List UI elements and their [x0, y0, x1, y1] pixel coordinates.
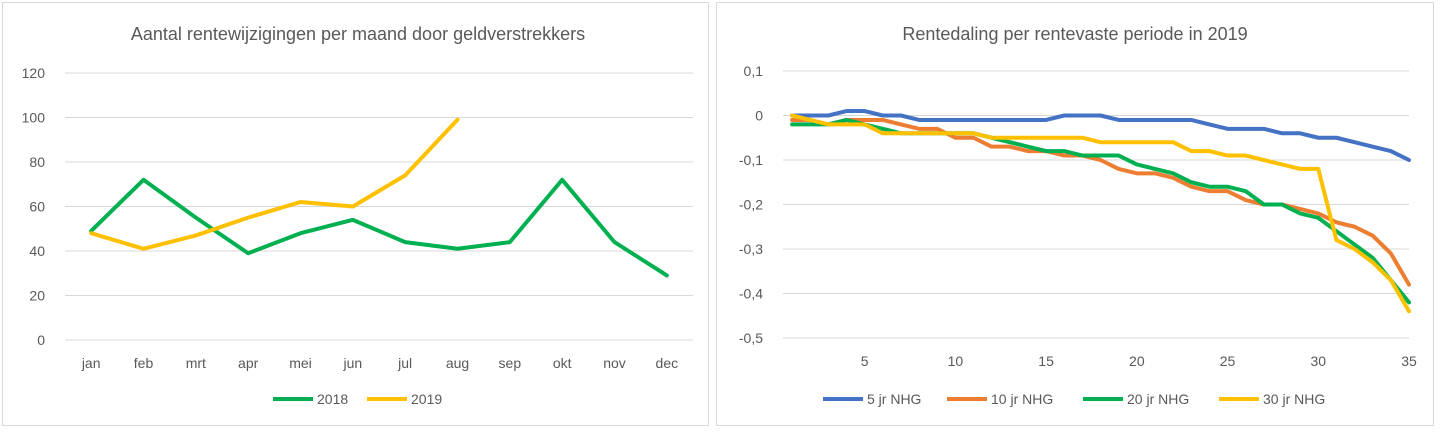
chart-panel-right: Rentedaling per rentevaste periode in 20… [716, 2, 1434, 426]
chart-panel-left: Aantal rentewijzigingen per maand door g… [2, 2, 709, 426]
grid [65, 72, 693, 341]
x-tick-label: 5 [861, 353, 869, 369]
series-line-30-jr-nhg [790, 113, 1411, 314]
x-tick-label: 10 [948, 353, 964, 369]
series-lines [790, 109, 1411, 314]
y-tick-label: 0 [755, 108, 763, 124]
chart-title: Aantal rentewijzigingen per maand door g… [131, 24, 585, 44]
x-tick-label: okt [553, 355, 572, 371]
y-tick-label: 20 [29, 288, 45, 304]
x-tick-label: aug [446, 355, 469, 371]
x-tick-label: 35 [1401, 353, 1417, 369]
x-tick-label: 15 [1038, 353, 1054, 369]
legend-label: 2019 [411, 391, 442, 407]
legend-label: 10 jr NHG [991, 391, 1053, 407]
y-tick-label: -0,4 [739, 286, 763, 302]
x-axis: 5 10 15 20 25 30 35 [861, 353, 1417, 369]
x-tick-label: 20 [1129, 353, 1145, 369]
series-line-2018 [89, 177, 669, 278]
y-tick-label: -0,2 [739, 197, 763, 213]
x-axis: jan feb mrt apr mei jun jul aug sep okt nov dec [81, 355, 678, 371]
series-line-2019 [89, 117, 460, 251]
y-tick-label: 40 [29, 243, 45, 259]
y-tick-label: 120 [22, 65, 46, 81]
x-tick-label: 30 [1310, 353, 1326, 369]
legend-label: 5 jr NHG [867, 391, 921, 407]
x-tick-label: 25 [1220, 353, 1236, 369]
legend-label: 20 jr NHG [1127, 391, 1189, 407]
legend: 2018 2019 [273, 391, 442, 407]
x-tick-label: jul [397, 355, 412, 371]
series-line-5-jr-nhg [790, 109, 1411, 162]
rentewijzigingen-chart: Aantal rentewijzigingen per maand door g… [22, 24, 693, 407]
legend-label: 2018 [317, 391, 348, 407]
x-tick-label: mrt [186, 355, 206, 371]
rentedaling-chart: Rentedaling per rentevaste periode in 20… [739, 24, 1417, 407]
y-tick-label: 100 [22, 110, 46, 126]
x-tick-label: feb [134, 355, 154, 371]
y-tick-label: 80 [29, 154, 45, 170]
chart-title: Rentedaling per rentevaste periode in 20… [902, 24, 1247, 44]
legend-label: 30 jr NHG [1263, 391, 1325, 407]
x-tick-label: nov [603, 355, 626, 371]
y-tick-label: 0,1 [744, 63, 764, 79]
x-tick-label: jun [342, 355, 362, 371]
series-line-10-jr-nhg [790, 117, 1411, 287]
x-tick-label: apr [238, 355, 259, 371]
series-lines [89, 117, 669, 278]
x-tick-label: mei [289, 355, 312, 371]
y-tick-label: 60 [29, 199, 45, 215]
y-tick-label: -0,1 [739, 152, 763, 168]
legend: 5 jr NHG 10 jr NHG 20 jr NHG 30 jr NHG [823, 391, 1325, 407]
y-axis: 0,1 0 -0,1 -0,2 -0,3 -0,4 -0,5 [739, 63, 763, 346]
x-tick-label: dec [656, 355, 679, 371]
y-axis: 0 20 40 60 80 100 120 [22, 65, 46, 348]
grid [783, 70, 1409, 339]
y-tick-label: 0 [37, 332, 45, 348]
x-tick-label: sep [499, 355, 522, 371]
y-tick-label: -0,5 [739, 330, 763, 346]
y-tick-label: -0,3 [739, 241, 763, 257]
x-tick-label: jan [81, 355, 101, 371]
